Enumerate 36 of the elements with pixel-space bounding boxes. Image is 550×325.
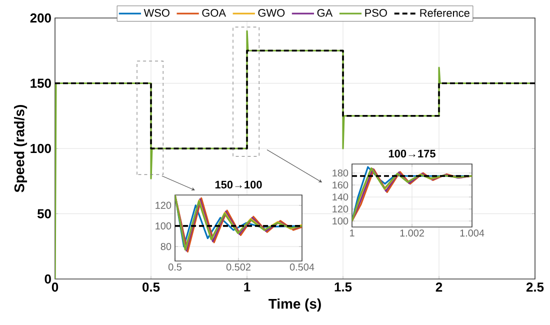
y-tick-label: 200	[30, 13, 51, 23]
legend-label: PSO	[365, 9, 387, 17]
x-tick-label: 1.5	[334, 282, 352, 292]
chart-title: 100→175	[388, 150, 436, 158]
y-tick-label: 80	[160, 243, 172, 250]
y-tick-label: 100	[30, 144, 51, 154]
x-tick-label: 1	[350, 230, 354, 236]
x-tick-label: 0.504	[290, 264, 314, 271]
x-tick-label: 0	[52, 282, 58, 292]
y-tick-label: 100	[156, 222, 172, 230]
x-tick-label: 0.502	[226, 264, 250, 271]
y-tick-label: 50	[37, 209, 51, 218]
x-axis-title: Time (s)	[268, 298, 321, 312]
x-tick-label: 1	[244, 282, 250, 292]
y-axis-title: Speed (rad/s)	[14, 105, 28, 192]
x-tick-label: 0.5	[168, 264, 182, 271]
y-tick-label: 0	[44, 274, 51, 284]
y-tick-label: 100	[332, 217, 348, 225]
y-tick-label: 150	[30, 78, 51, 88]
x-tick-label: 2.5	[526, 282, 544, 292]
x-tick-label: 1.004	[460, 230, 484, 237]
y-tick-label: 140	[332, 193, 348, 201]
legend-label: GA	[317, 9, 333, 17]
legend-label: Reference	[420, 8, 470, 17]
line-series	[55, 50, 536, 150]
y-tick-label: 160	[332, 181, 348, 189]
y-tick-label: 120	[332, 205, 348, 213]
legend-label: GOA	[202, 9, 226, 17]
x-tick-label: 0.5	[142, 282, 160, 292]
x-tick-label: 1.002	[400, 230, 424, 237]
y-tick-label: 120	[156, 202, 172, 209]
y-tick-label: 180	[332, 169, 348, 177]
legend-label: WSO	[144, 9, 170, 17]
x-tick-label: 2	[436, 282, 442, 292]
legend-label: GWO	[258, 9, 285, 17]
chart-title: 150→100	[215, 180, 262, 188]
